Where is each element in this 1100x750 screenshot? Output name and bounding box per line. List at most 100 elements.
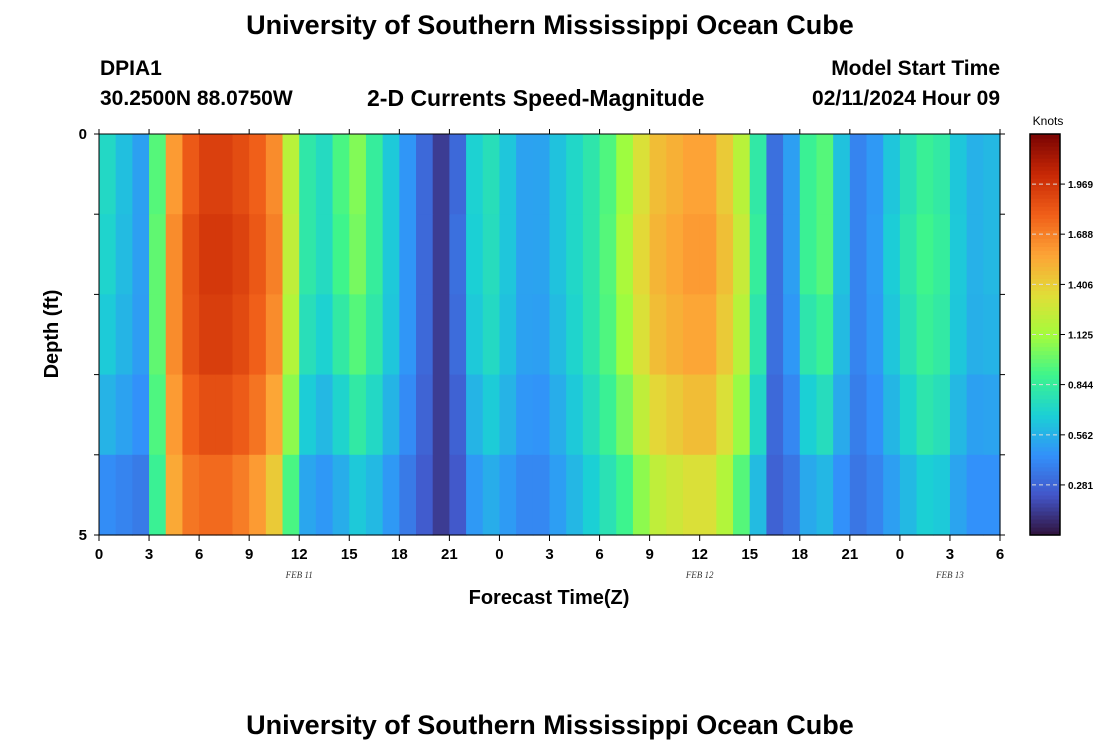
heatmap-cell [799, 214, 818, 295]
colorbar-segment [1030, 174, 1060, 179]
colorbar-segment [1030, 522, 1060, 528]
heatmap-cell [382, 454, 400, 536]
heatmap-cell [983, 294, 1001, 376]
heatmap-cell [432, 294, 450, 376]
heatmap-cell [215, 454, 234, 536]
heatmap-cell [566, 454, 584, 536]
heatmap-cell [549, 134, 567, 215]
heatmap-cell [299, 214, 317, 295]
colorbar-segment [1030, 486, 1060, 492]
heatmap-cell [983, 214, 1001, 295]
colorbar-segment [1030, 502, 1060, 508]
heatmap-cell [766, 134, 784, 215]
heatmap-cell [716, 214, 734, 295]
date-label: FEB 12 [685, 570, 714, 580]
heatmap-cell [899, 214, 918, 295]
colorbar-segment [1030, 454, 1060, 460]
heatmap-cell [182, 294, 200, 376]
heatmap-cell [165, 454, 184, 536]
colorbar-segment [1030, 302, 1060, 308]
heatmap-cell [349, 134, 367, 215]
colorbar-segment [1030, 450, 1060, 456]
heatmap-cell [365, 294, 384, 376]
heatmap-cell [132, 294, 150, 376]
heatmap-cell [482, 454, 501, 536]
heatmap-cell [432, 374, 450, 456]
colorbar-segment [1030, 458, 1060, 464]
heatmap-cell [466, 294, 484, 376]
heatmap-cell [416, 294, 434, 376]
colorbar-segment [1030, 514, 1060, 520]
colorbar-segment [1030, 422, 1060, 428]
heatmap-cell [649, 214, 667, 295]
heatmap-cell [416, 374, 434, 456]
colorbar-segment [1030, 266, 1060, 271]
heatmap-cell [532, 134, 551, 215]
heatmap-cell [616, 134, 634, 215]
heatmap-cell [232, 214, 250, 295]
colorbar-segment [1030, 222, 1060, 227]
heatmap-cell [382, 214, 400, 295]
colorbar-segment [1030, 310, 1060, 316]
heatmap-cell [299, 374, 317, 456]
heatmap-cell [749, 214, 768, 295]
heatmap-cell [349, 374, 367, 456]
heatmap-cell [99, 214, 117, 295]
heatmap-cell [199, 374, 217, 456]
heatmap-cell [699, 454, 717, 536]
heatmap-cell [199, 454, 217, 536]
heatmap-cell [733, 214, 751, 295]
heatmap-cell [883, 214, 901, 295]
heatmap-cell [682, 214, 701, 295]
heatmap-cell [315, 214, 334, 295]
chart-subtitle: 2-D Currents Speed-Magnitude [367, 85, 705, 111]
heatmap-cell [199, 294, 217, 376]
colorbar-segment [1030, 194, 1060, 199]
heatmap-cell [115, 454, 133, 536]
heatmap-cell [632, 214, 651, 295]
heatmap-cell [666, 294, 684, 376]
heatmap-cell [749, 294, 768, 376]
colorbar-segment [1030, 482, 1060, 488]
colorbar-segment [1030, 230, 1060, 235]
heatmap-cell [115, 134, 133, 215]
colorbar-segment [1030, 178, 1060, 183]
heatmap-cell [949, 374, 968, 456]
heatmap-cell [149, 214, 167, 295]
heatmap-cell [582, 134, 601, 215]
heatmap-cell [199, 214, 217, 295]
heatmap-cell [866, 134, 884, 215]
colorbar-tick-label: 0.562 [1068, 431, 1093, 442]
heatmap-cell [783, 374, 801, 456]
heatmap-cell [766, 374, 784, 456]
heatmap-cell [365, 374, 384, 456]
heatmap-cell [983, 374, 1001, 456]
heatmap-cell [299, 294, 317, 376]
heatmap-cell [332, 134, 350, 215]
heatmap-cell [716, 454, 734, 536]
heatmap-cell [783, 134, 801, 215]
heatmap-cell [282, 294, 300, 376]
colorbar-segment [1030, 162, 1060, 167]
colorbar-segment [1030, 398, 1060, 404]
heatmap-cell [449, 214, 467, 295]
heatmap-cell [749, 374, 768, 456]
heatmap-cell [382, 294, 400, 376]
model-start-time: 02/11/2024 Hour 09 [812, 87, 1000, 110]
x-tick-label: 15 [341, 546, 358, 563]
heatmap-cell [365, 454, 384, 536]
colorbar-segment [1030, 138, 1060, 143]
colorbar-segment [1030, 198, 1060, 203]
heatmap-cell [916, 214, 934, 295]
colorbar-segment [1030, 218, 1060, 223]
heatmap-cell [382, 374, 400, 456]
heatmap-cell [499, 374, 517, 456]
heatmap-cell [616, 214, 634, 295]
colorbar-tick-label: 0.281 [1068, 481, 1093, 492]
heatmap-cell [933, 134, 951, 215]
colorbar-segment [1030, 370, 1060, 376]
colorbar-segment [1030, 430, 1060, 436]
heatmap-cell [616, 374, 634, 456]
heatmap-cell [783, 454, 801, 536]
heatmap-cell [315, 454, 334, 536]
